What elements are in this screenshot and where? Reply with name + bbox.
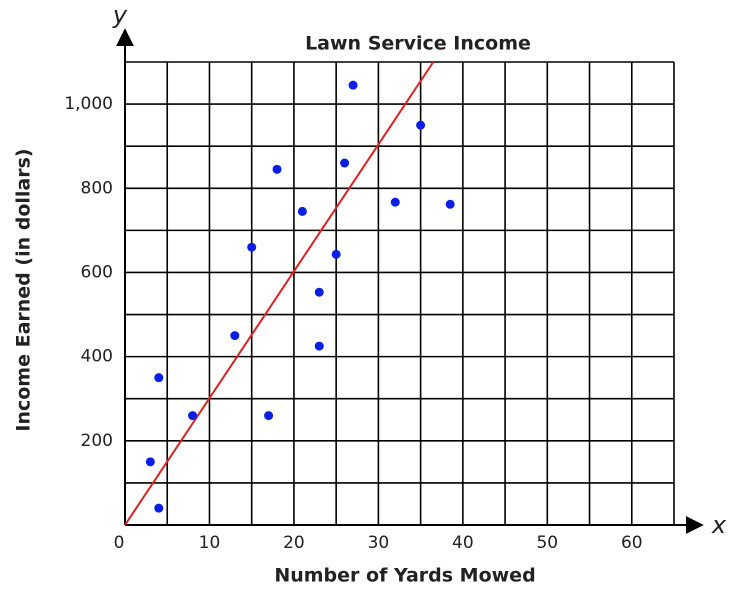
point bbox=[272, 164, 282, 174]
point bbox=[314, 287, 324, 297]
y-axis-symbol: y bbox=[112, 1, 128, 29]
point bbox=[390, 197, 400, 207]
point bbox=[154, 373, 164, 383]
chart-title: Lawn Service Income bbox=[305, 33, 531, 55]
y-tick-label: 800 bbox=[81, 178, 113, 198]
trend-line bbox=[124, 61, 435, 526]
point bbox=[154, 503, 164, 513]
x-tick-label: 60 bbox=[621, 533, 643, 553]
y-tick-label: 400 bbox=[81, 347, 113, 367]
point bbox=[348, 80, 358, 90]
point bbox=[247, 242, 257, 252]
y-tick-label: 200 bbox=[81, 431, 113, 451]
x-tick-label: 10 bbox=[199, 533, 221, 553]
point bbox=[230, 331, 240, 341]
point bbox=[297, 206, 307, 216]
x-tick-label: 40 bbox=[452, 533, 474, 553]
x-axis-label: Number of Yards Mowed bbox=[274, 565, 535, 587]
y-tick-label: 1,000 bbox=[64, 94, 113, 114]
x-tick-label: 30 bbox=[368, 533, 390, 553]
point bbox=[445, 199, 455, 209]
point bbox=[416, 120, 426, 130]
x-tick-label: 20 bbox=[283, 533, 305, 553]
x-tick-label: 50 bbox=[536, 533, 558, 553]
y-tick-label: 600 bbox=[81, 262, 113, 282]
point bbox=[331, 249, 341, 259]
point bbox=[340, 158, 350, 168]
point bbox=[314, 341, 324, 351]
y-axis-label: Income Earned (in dollars) bbox=[13, 148, 35, 431]
point bbox=[264, 411, 274, 421]
point bbox=[188, 411, 198, 421]
x-tick-label: 0 bbox=[114, 533, 125, 553]
point bbox=[145, 457, 155, 467]
x-axis-symbol: x bbox=[711, 511, 727, 539]
